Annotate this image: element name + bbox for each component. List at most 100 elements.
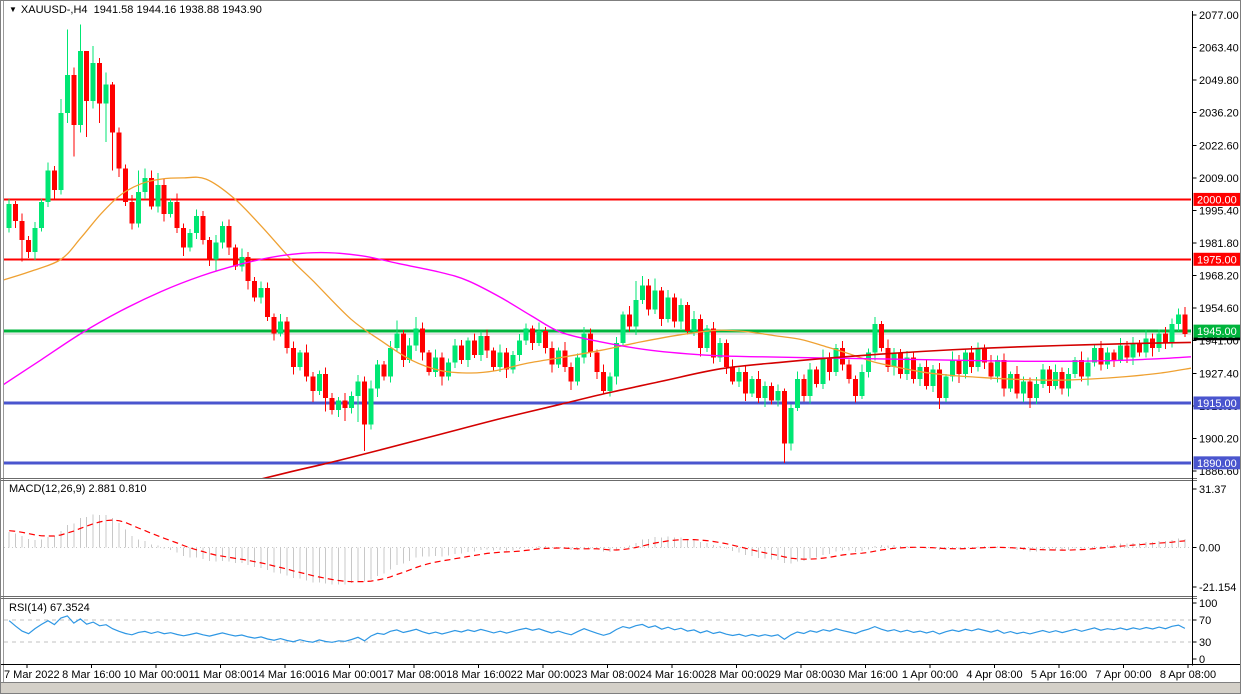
time-axis-label: 7 Mar 2022: [4, 669, 60, 681]
candle-body: [1111, 352, 1117, 360]
candle-body: [71, 74, 77, 126]
candle-body: [265, 288, 271, 317]
time-axis-label: 23 Mar 08:00: [575, 669, 640, 681]
candle-body: [174, 201, 180, 229]
candle-body: [426, 352, 432, 372]
candle-body: [956, 359, 962, 375]
candle-body: [859, 371, 865, 396]
candle-body: [206, 240, 212, 260]
candle-body: [988, 362, 994, 377]
candle-body: [271, 316, 277, 334]
candle-body: [588, 333, 594, 353]
time-axis-label: 1 Apr 00:00: [902, 669, 958, 681]
candle-body: [620, 314, 626, 344]
candle-body: [39, 201, 44, 229]
candles-layer[interactable]: [6, 24, 1188, 463]
macd-axis-tick: -21.154: [1199, 582, 1236, 594]
macd-pane[interactable]: [4, 514, 1191, 585]
candle-body: [161, 185, 167, 214]
candle-body: [652, 290, 658, 310]
candle-body: [1156, 333, 1162, 348]
symbol-dropdown-icon[interactable]: ▼: [9, 5, 17, 14]
candle-body: [239, 256, 245, 267]
candle-body: [723, 343, 729, 368]
price-axis-tick: 2022.60: [1199, 140, 1239, 152]
candle-body: [607, 376, 613, 391]
candle-body: [852, 379, 858, 396]
candle-body: [103, 84, 109, 104]
candle-body: [833, 347, 839, 372]
candle-body: [219, 225, 225, 243]
macd-axis-tick: 31.37: [1199, 484, 1227, 496]
candle-body: [982, 347, 988, 363]
time-axis-label: 18 Mar 16:00: [446, 669, 511, 681]
time-axis-label: 8 Apr 08:00: [1160, 669, 1216, 681]
svg-text:1890.00: 1890.00: [1197, 458, 1237, 470]
candle-body: [904, 357, 910, 375]
candle-body: [445, 362, 451, 377]
candle-body: [142, 177, 148, 193]
candle-body: [400, 333, 406, 360]
rsi-pane[interactable]: [4, 615, 1191, 643]
symbol-ohlc-text: XAUUSD-,H4 1941.58 1944.16 1938.88 1943.…: [20, 4, 262, 16]
candle-body: [1020, 381, 1026, 394]
candle-body: [1066, 374, 1072, 389]
candle-body: [975, 347, 981, 368]
candle-body: [911, 357, 917, 380]
indicator-axes: 31.37 0.00 -21.154 100 70 30 0: [1192, 484, 1236, 666]
candle-body: [678, 304, 684, 322]
candle-body: [697, 319, 703, 348]
candle-body: [478, 335, 484, 356]
candle-body: [110, 84, 116, 133]
candle-body: [568, 367, 574, 382]
candle-body: [827, 357, 833, 372]
candle-body: [710, 328, 716, 358]
candle-body: [865, 352, 871, 372]
candle-body: [736, 371, 742, 382]
candle-body: [194, 216, 200, 233]
candle-body: [439, 357, 445, 377]
trend-line[interactable]: [249, 341, 1191, 482]
candle-body: [1046, 369, 1052, 387]
candle-body: [329, 398, 335, 411]
time-axis-label: 14 Mar 16:00: [253, 669, 318, 681]
candle-body: [646, 285, 652, 310]
candle-body: [768, 386, 774, 401]
candle-body: [549, 347, 555, 365]
candle-body: [58, 113, 64, 190]
candle-body: [413, 328, 419, 346]
candle-body: [1085, 362, 1091, 377]
candle-body: [129, 201, 135, 224]
candle-body: [232, 247, 238, 267]
price-axis-tick: 1968.20: [1199, 271, 1239, 283]
candle-body: [213, 242, 219, 260]
main-price-pane[interactable]: [1, 24, 1191, 482]
candle-body: [542, 331, 548, 348]
candle-body: [1137, 343, 1143, 353]
moving-average-slow: [4, 251, 1191, 386]
candle-body: [349, 395, 355, 408]
candle-body: [523, 328, 529, 341]
candle-body: [1008, 374, 1013, 389]
price-level-label: 1945.00: [1193, 324, 1240, 338]
time-axis-label: 4 Apr 08:00: [966, 669, 1022, 681]
candle-body: [743, 371, 749, 394]
candle-body: [135, 192, 141, 224]
candle-body: [258, 288, 264, 298]
candle-body: [64, 74, 70, 114]
candle-body: [930, 369, 936, 387]
candle-body: [342, 400, 348, 408]
candle-body: [846, 364, 852, 380]
macd-signal-line: [9, 519, 1185, 583]
symbol-header: ▼ XAUUSD-,H4 1941.58 1944.16 1938.88 1943…: [9, 4, 262, 16]
svg-text:2000.00: 2000.00: [1197, 194, 1237, 206]
candle-body: [497, 352, 503, 368]
price-axis-tick: 2049.80: [1199, 75, 1239, 87]
candle-body: [148, 177, 154, 207]
candle-body: [458, 345, 464, 360]
candle-body: [374, 364, 380, 389]
candle-body: [278, 321, 284, 334]
price-axis-tick: 2009.00: [1199, 173, 1239, 185]
candle-body: [420, 328, 426, 353]
